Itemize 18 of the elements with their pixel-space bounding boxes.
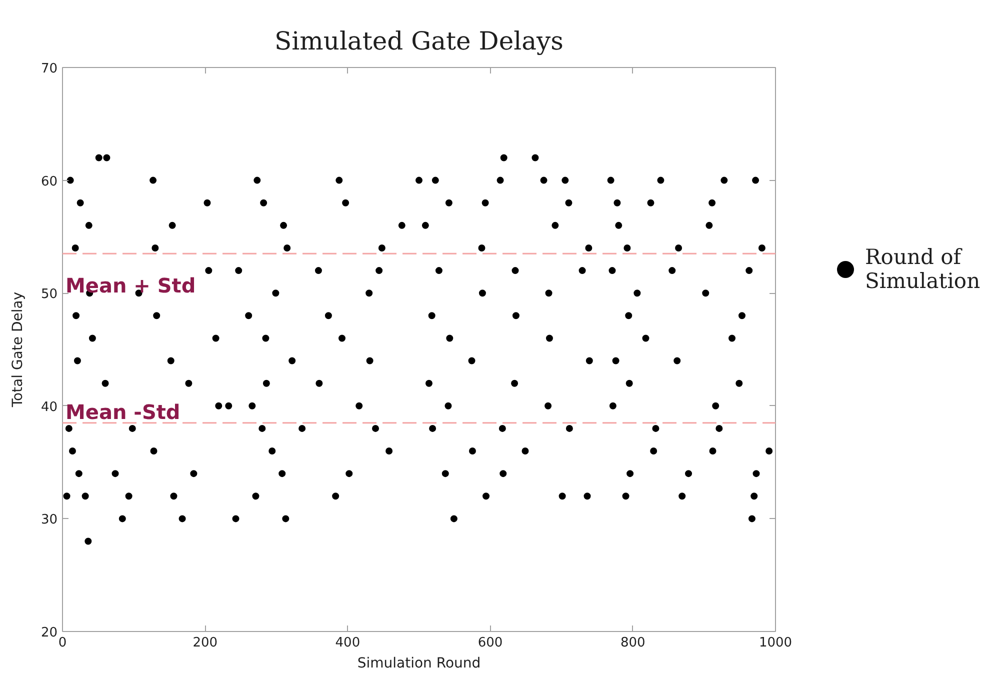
chart-title: Simulated Gate Delays: [274, 26, 564, 56]
y-tick-label: 60: [40, 174, 58, 190]
x-tick-label: 800: [620, 636, 646, 650]
legend-label: Round of Simulation: [865, 245, 980, 293]
x-tick-label: 600: [478, 636, 503, 650]
y-axis-title: Total Gate Delay: [10, 292, 26, 408]
x-tick-label: 0: [58, 636, 67, 650]
x-tick-label: 1000: [758, 636, 792, 650]
y-tick-label: 70: [40, 62, 58, 76]
y-tick-label: 30: [40, 512, 58, 528]
y-tick-label: 20: [40, 626, 58, 640]
ref-line-label: Mean -Std: [66, 400, 180, 424]
x-tick-label: 400: [335, 636, 360, 650]
x-tick-label: 200: [192, 636, 218, 650]
y-tick-label: 50: [40, 287, 58, 302]
x-axis-title: Simulation Round: [357, 656, 481, 672]
ref-line-label: Mean + Std: [66, 274, 196, 298]
y-tick-label: 40: [40, 400, 58, 415]
